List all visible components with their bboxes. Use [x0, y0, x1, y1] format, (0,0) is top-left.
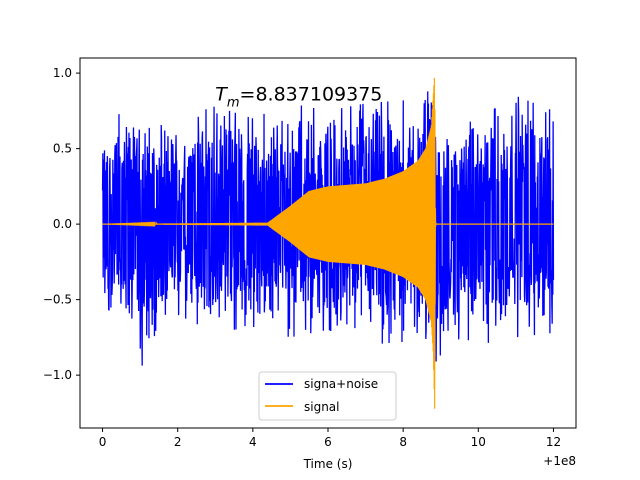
tm-annotation: Tm=8.837109375 [215, 83, 382, 110]
x-tick-label: 10 [471, 435, 486, 449]
x-tick-label: 12 [546, 435, 561, 449]
legend-box [258, 371, 397, 421]
tm-symbol: T [215, 83, 228, 105]
tm-subscript: m [227, 95, 240, 110]
legend-label-signal: signal [304, 400, 340, 414]
legend: signa+noise signal [258, 371, 397, 421]
x-tick-label: 6 [324, 435, 332, 449]
y-tick-label: −1.0 [43, 368, 72, 382]
y-tick-label: −0.5 [43, 293, 72, 307]
x-axis-ticks: 0 2 4 6 8 10 12 [99, 428, 561, 449]
x-tick-label: 2 [174, 435, 182, 449]
x-axis-offset-label: +1e8 [543, 454, 576, 468]
y-tick-label: 1.0 [53, 66, 72, 80]
series-line-signal [102, 77, 554, 409]
x-tick-label: 4 [249, 435, 257, 449]
x-tick-label: 0 [99, 435, 107, 449]
y-tick-label: 0.5 [53, 142, 72, 156]
series-layer [101, 77, 555, 409]
tm-value: =8.837109375 [240, 83, 383, 105]
y-tick-label: 0.0 [53, 217, 72, 231]
y-axis-ticks: −1.0 −0.5 0.0 0.5 1.0 [43, 66, 80, 382]
series-line-signal-noise [101, 91, 555, 366]
legend-label-signal-noise: signa+noise [304, 377, 378, 391]
x-axis-label: Time (s) [303, 457, 353, 471]
x-tick-label: 8 [399, 435, 407, 449]
